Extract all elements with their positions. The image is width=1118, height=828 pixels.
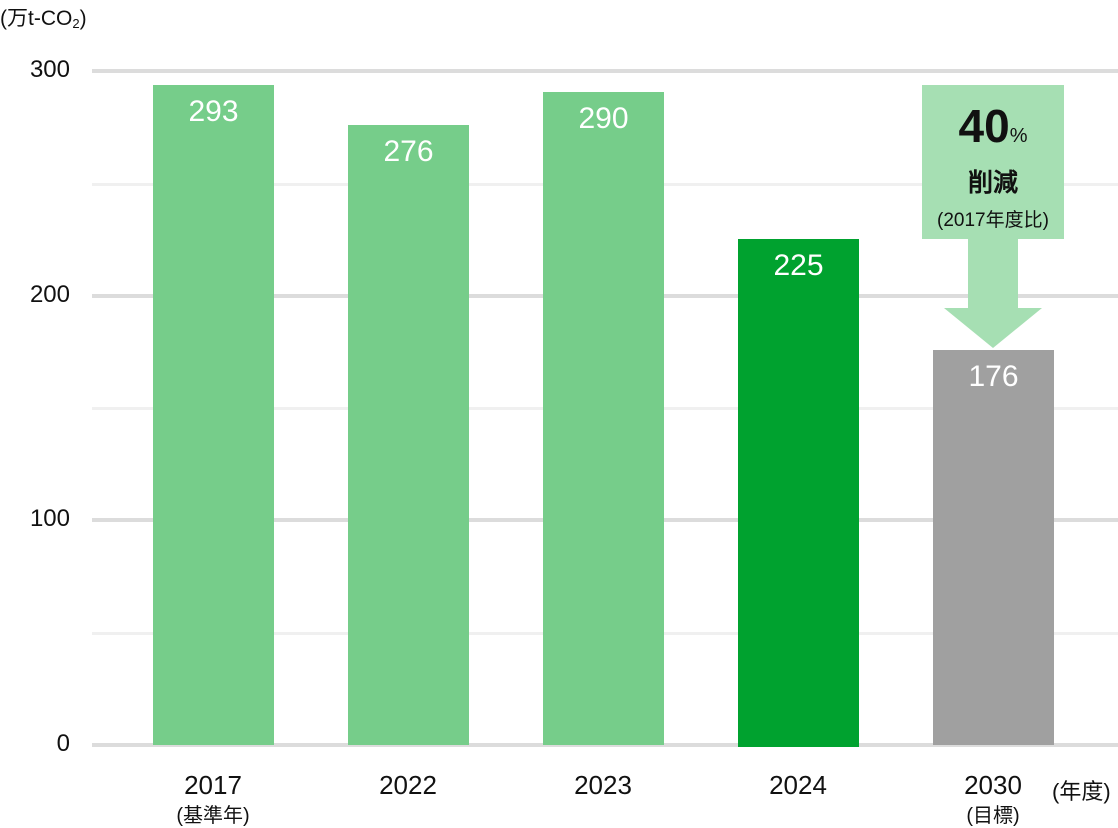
bar-2017: 293: [153, 85, 274, 745]
reduction-callout: 40% 削減 (2017年度比): [922, 85, 1064, 239]
reduction-basis: (2017年度比): [937, 210, 1049, 231]
down-arrow-icon: [968, 238, 1018, 310]
bar-value: 225: [773, 249, 824, 282]
y-tick: 300: [29, 56, 70, 83]
bar-value: 290: [578, 102, 629, 135]
x-label-2017: 2017 (基準年): [176, 770, 250, 827]
bar-value: 276: [383, 135, 434, 168]
x-label-2023: 2023: [574, 770, 632, 800]
reduction-label: 削減: [967, 169, 1018, 197]
bar-2022: 276: [348, 125, 469, 745]
down-arrow-head-icon: [944, 308, 1042, 348]
x-label-2022: 2022: [379, 770, 437, 800]
bar-value: 293: [188, 95, 239, 128]
bar-value: 176: [968, 360, 1019, 393]
bar-2023: 290: [543, 92, 664, 745]
y-tick: 200: [29, 281, 70, 308]
bar-2030: 176: [933, 350, 1054, 745]
bar-2024: 225: [738, 239, 859, 747]
x-label-2024: 2024: [769, 770, 827, 800]
x-label-2030: 2030 (目標): [964, 770, 1022, 827]
x-axis-unit: (年度): [1052, 779, 1111, 804]
y-axis-unit: (万t-CO2): [0, 7, 87, 31]
gridline-0: [92, 743, 1118, 747]
y-tick: 0: [56, 730, 70, 757]
gridline-300: [92, 69, 1118, 73]
y-tick: 100: [29, 505, 70, 532]
reduction-percent: 40%: [958, 100, 1028, 152]
